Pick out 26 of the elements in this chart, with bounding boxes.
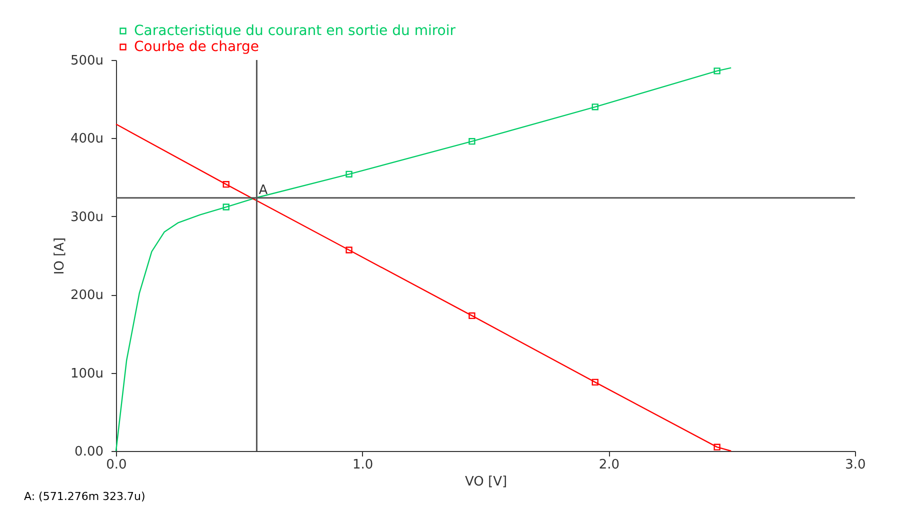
x-tick-label: 2.0 (598, 458, 620, 472)
x-tick-label: 0.0 (106, 458, 127, 472)
x-axis-title: VO [V] (464, 474, 508, 490)
point (346, 246, 352, 254)
ref-line-label: A (258, 182, 268, 198)
y-tick-label: 100u (70, 366, 104, 382)
y-tick-label: 400u (70, 132, 104, 147)
y-tick-label: 500u (70, 54, 104, 68)
text: A: (571.276m 323.7u) (24, 490, 146, 503)
x-tick-label: 3.0 (845, 458, 866, 472)
x-tick-label: 1.0 (352, 458, 374, 472)
y-tick-label: 200u (70, 288, 104, 304)
point (222, 181, 230, 188)
point (222, 204, 230, 210)
y-tick-label: 300u (70, 210, 104, 225)
point (468, 312, 476, 320)
legend-label: Caracteristique du courant en sortie du miroir (134, 23, 456, 39)
point (346, 170, 352, 178)
point (468, 138, 476, 145)
point (592, 104, 598, 110)
y-tick-label: 0.00 (74, 444, 104, 460)
y-axis-title: IO [A] (52, 237, 68, 275)
point (714, 68, 720, 74)
point (592, 378, 598, 386)
point (714, 444, 720, 450)
legend-label: Courbe de charge (134, 39, 260, 55)
